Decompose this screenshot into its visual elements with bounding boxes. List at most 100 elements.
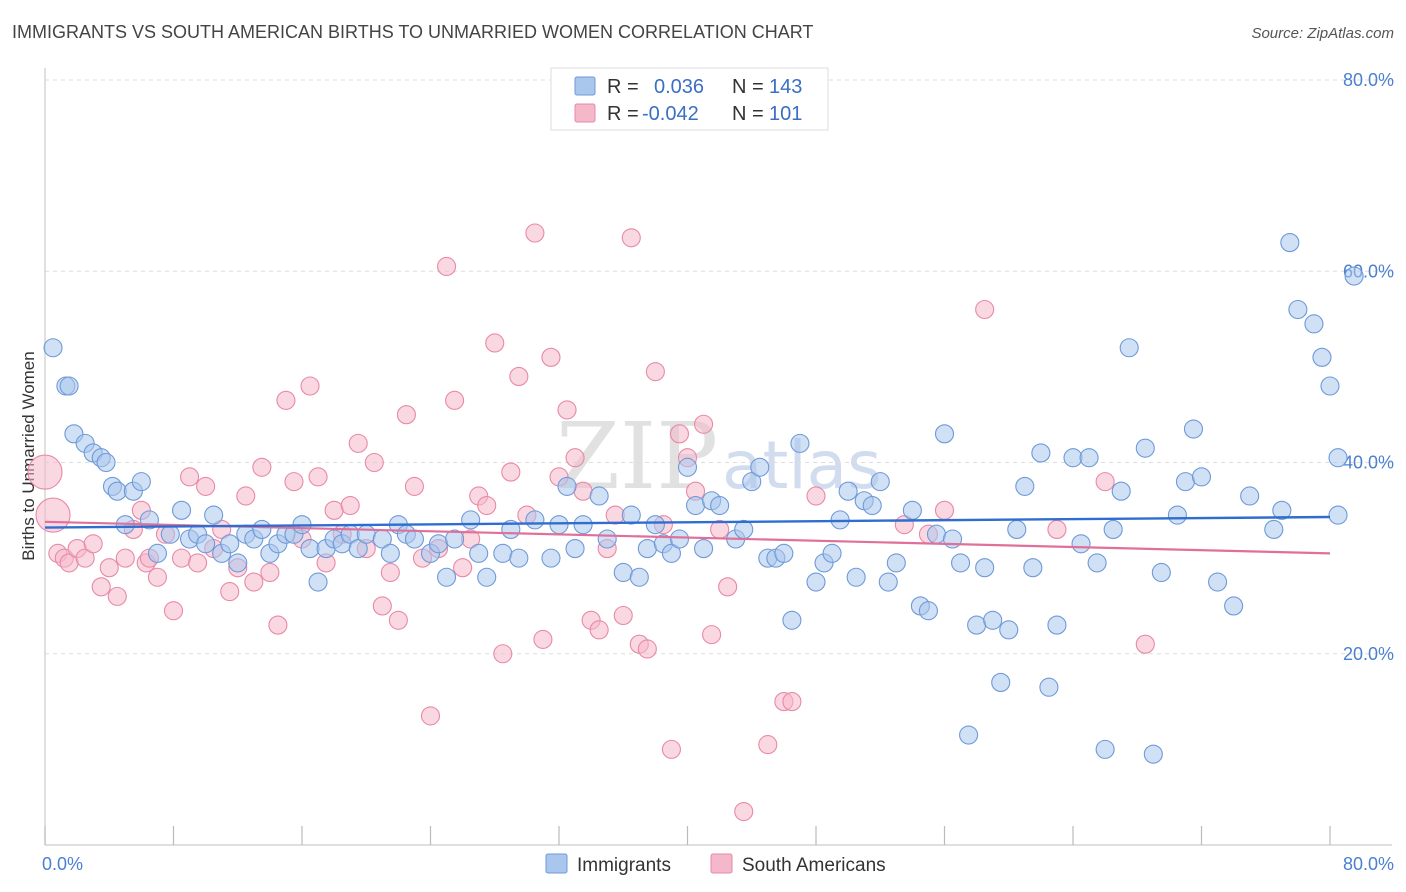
immigrant-point (445, 529, 465, 549)
south-point (300, 376, 320, 396)
immigrant-point (300, 539, 320, 559)
immigrant-point (677, 457, 698, 477)
south-point (364, 452, 384, 473)
immigrant-point (1119, 338, 1139, 358)
immigrant-point (1312, 347, 1332, 367)
south-point (637, 639, 657, 659)
immigrant-point (509, 548, 529, 568)
immigrant-point (694, 539, 714, 559)
series-legend: Immigrants South Americans (545, 853, 886, 876)
immigrant-point (975, 558, 995, 578)
immigrant-point (669, 529, 690, 549)
x-ticks (44, 826, 1331, 845)
immigrant-point (1071, 534, 1091, 554)
south-point (252, 457, 272, 477)
legend-n-label-south-americans: N = (732, 103, 764, 125)
south-point (244, 572, 264, 592)
immigrant-point (1039, 677, 1059, 697)
south-point (669, 424, 690, 444)
immigrant-point (1167, 505, 1187, 525)
immigrant-point (774, 543, 794, 563)
legend-n-label-immigrants: N = (732, 76, 764, 98)
bottom-legend-swatch-south-americans (710, 853, 733, 874)
immigrant-point (685, 495, 706, 516)
south-point (396, 405, 416, 425)
immigrant-point (710, 495, 730, 516)
south-point (694, 414, 714, 434)
south-point (35, 497, 71, 533)
south-point (718, 577, 738, 597)
immigrant-point (1328, 505, 1348, 525)
immigrant-point (934, 424, 955, 444)
immigrant-point (846, 567, 866, 587)
immigrant-point (549, 515, 569, 535)
south-point (27, 454, 63, 490)
south-point (340, 495, 360, 516)
immigrant-point (1328, 448, 1348, 468)
immigrant-point (356, 524, 376, 544)
immigrant-point (380, 543, 400, 563)
immigrant-point (862, 495, 882, 516)
chart-source: Source: ZipAtlas.com (1251, 25, 1394, 42)
immigrant-point (734, 519, 754, 539)
immigrant-point (557, 476, 577, 496)
immigrant-point (597, 529, 617, 549)
axes (44, 68, 1392, 846)
immigrant-point (428, 534, 449, 554)
legend-r-label-immigrants: R = (607, 76, 639, 98)
y-tick-label-80: 80.0% (1343, 70, 1394, 90)
immigrant-point (493, 543, 513, 563)
immigrant-point (1320, 376, 1340, 396)
x-tick-label-max: 80.0% (1343, 854, 1394, 874)
immigrant-point (437, 567, 457, 587)
legend-r-value-south-americans: -0.042 (642, 103, 699, 125)
south-point (372, 596, 392, 616)
immigrant-point (661, 543, 681, 563)
south-point (565, 448, 585, 468)
south-point (934, 500, 955, 520)
immigrant-point (967, 615, 987, 635)
immigrant-point (477, 567, 497, 587)
south-point (260, 562, 280, 583)
immigrant-point (147, 543, 167, 563)
y-axis-label: Births to Unmarried Women (19, 351, 38, 560)
south-point (388, 610, 408, 630)
south-point (557, 400, 577, 420)
south-point (171, 548, 192, 568)
immigrant-point (589, 486, 609, 506)
immigrant-point (348, 539, 368, 559)
correlation-legend: R = 0.036 N = 143 R = -0.042 N = 101 (550, 67, 829, 131)
south-point (533, 629, 553, 649)
south-point (420, 706, 441, 726)
south-point (485, 333, 505, 353)
series-immigrants (43, 233, 1364, 764)
south-point (453, 558, 473, 578)
south-point (1047, 519, 1067, 539)
immigrant-point (308, 572, 328, 592)
immigrant-point (565, 539, 585, 559)
immigrant-point (43, 338, 63, 358)
south-point (147, 567, 167, 587)
immigrant-point (404, 529, 424, 549)
immigrant-point (204, 505, 224, 525)
south-point (236, 486, 256, 506)
immigrant-point (461, 510, 481, 530)
y-tick-labels: 20.0% 40.0% 60.0% 80.0% (1343, 70, 1394, 664)
immigrant-point (96, 452, 116, 473)
immigrant-point (228, 553, 248, 573)
south-point (806, 486, 826, 506)
immigrant-point (1208, 572, 1228, 592)
south-point (163, 601, 184, 621)
south-point (477, 495, 497, 516)
immigrant-point (629, 567, 649, 587)
south-point (107, 586, 127, 606)
immigrant-point (1344, 266, 1364, 286)
immigrant-point (1264, 519, 1284, 539)
south-point (621, 228, 641, 248)
south-point (645, 362, 665, 382)
south-point (493, 644, 513, 664)
immigrant-point (541, 548, 561, 568)
bottom-legend-swatch-immigrants (545, 853, 568, 874)
south-point (501, 462, 521, 482)
legend-r-value-immigrants: 0.036 (654, 76, 704, 98)
